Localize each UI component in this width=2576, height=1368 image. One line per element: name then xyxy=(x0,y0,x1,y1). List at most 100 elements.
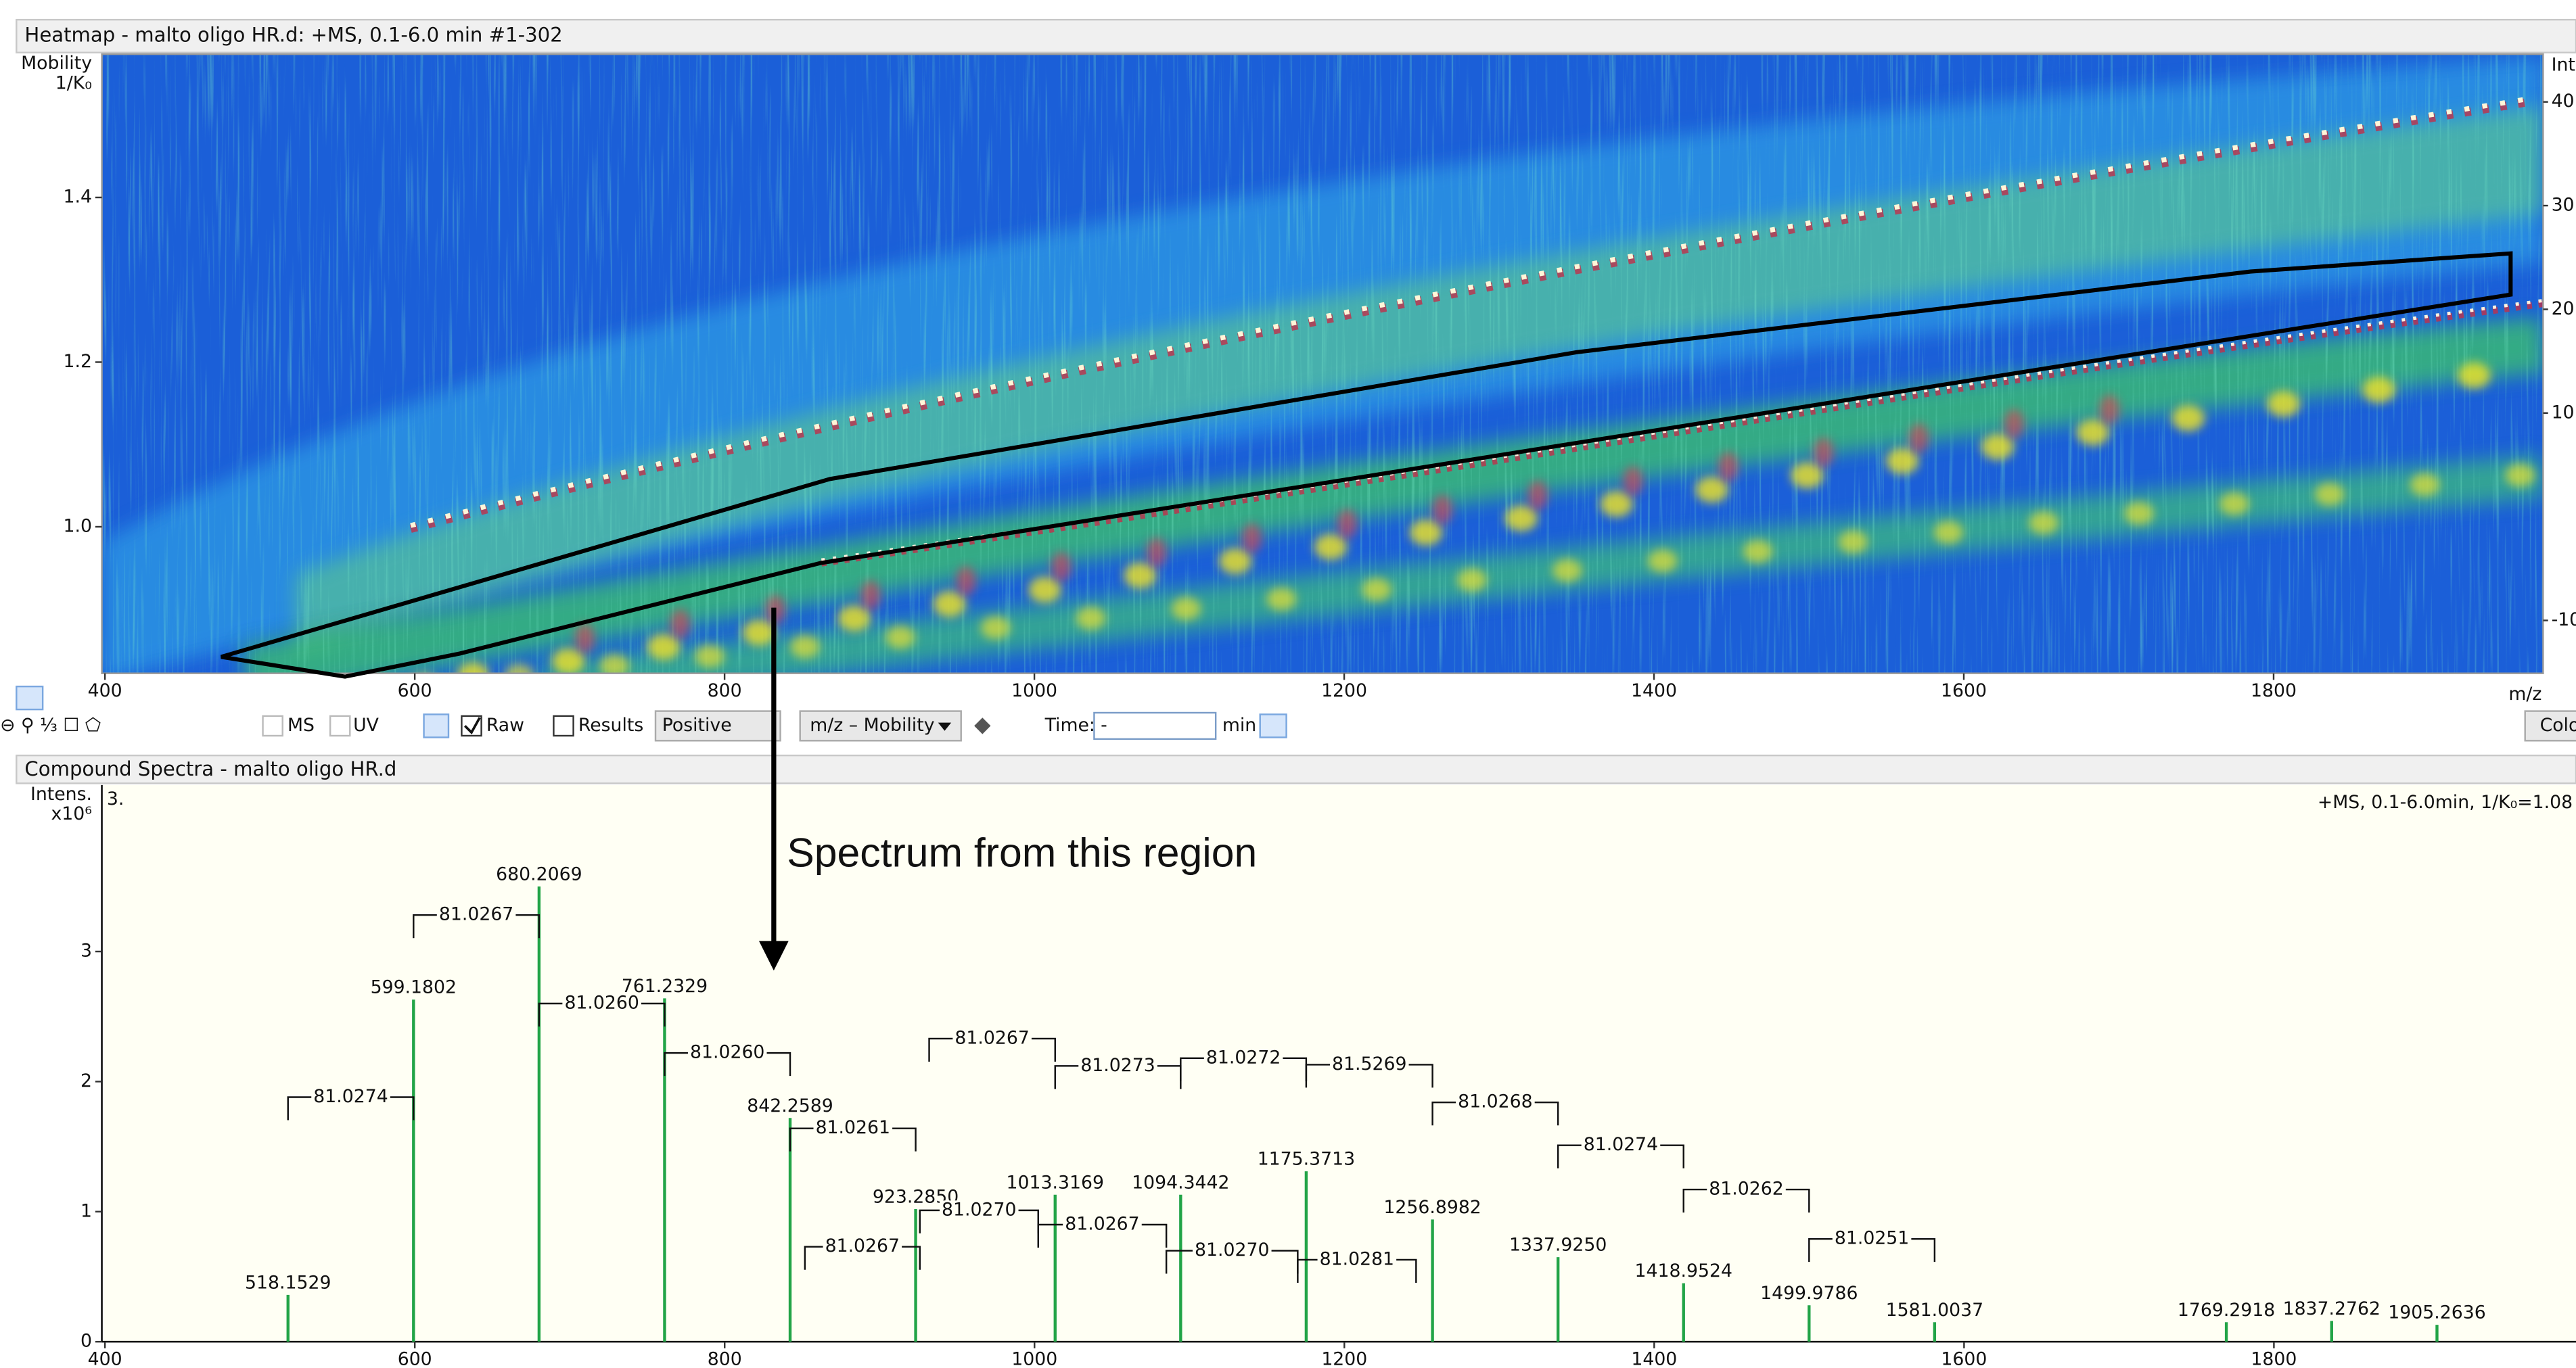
hotspot xyxy=(2458,362,2491,389)
x-tick-label: 1400 xyxy=(1631,680,1677,701)
hotspot xyxy=(1410,519,1443,546)
hotspot xyxy=(2029,511,2058,534)
mass-difference-label: 81.0267 xyxy=(825,1235,900,1256)
hotspot xyxy=(2410,473,2440,496)
peak-label: 599.1802 xyxy=(371,977,457,998)
checkbox[interactable] xyxy=(553,716,573,736)
x-tick-label: 1600 xyxy=(1941,680,1987,701)
hotspot xyxy=(1242,523,1262,553)
x-tick-label: 1000 xyxy=(1011,680,1057,701)
hotspot xyxy=(2172,405,2205,431)
x-tick-label: 1200 xyxy=(1321,680,1367,701)
select-value: m/z – Mobility xyxy=(810,715,934,736)
color-scale-tick-label: 10 xyxy=(2552,402,2575,423)
color-scale-tick-label: 20 xyxy=(2552,298,2575,319)
compound-label: 3. xyxy=(107,788,124,809)
peak-label: 1256.8982 xyxy=(1383,1197,1481,1218)
mass-difference-label: 81.0267 xyxy=(439,904,513,925)
hotspot xyxy=(1362,578,1392,601)
page: Heatmap - malto oligo HR.d: +MS, 0.1-6.0… xyxy=(0,0,2576,1368)
hotspot xyxy=(1933,521,1963,544)
button-label: Colo xyxy=(2540,715,2576,736)
mass-difference-label: 81.0268 xyxy=(1458,1091,1532,1112)
mass-difference-label: 81.0281 xyxy=(1320,1248,1394,1269)
peak-label: 680.2069 xyxy=(496,864,582,885)
x-tick-label: 400 xyxy=(88,1348,122,1368)
hotspot xyxy=(2220,492,2249,515)
hotspot xyxy=(1981,433,2015,460)
hotspot xyxy=(1909,423,1929,453)
checkbox-label: UV xyxy=(353,715,380,736)
hotspot xyxy=(1505,505,1538,532)
x-tick-label: 1800 xyxy=(2251,1348,2297,1368)
x-tick-label: 1800 xyxy=(2251,680,2297,701)
color-scale-tick-label: 40 xyxy=(2552,91,2575,112)
tool-icon[interactable]: ⇕ ⇔ ⊖ ⚲ ⅓ ☐ ⬠ xyxy=(0,715,101,736)
mass-difference-label: 81.0260 xyxy=(564,993,639,1014)
color-scale-tick-label: -10 xyxy=(2552,609,2576,630)
hotspot xyxy=(2124,502,2154,525)
hotspot xyxy=(1718,452,1738,481)
checkbox[interactable] xyxy=(330,716,350,736)
hotspot xyxy=(2362,377,2395,403)
x-tick-label: 1000 xyxy=(1011,1348,1057,1368)
x-tick-label: 600 xyxy=(398,1348,432,1368)
hotspot xyxy=(1528,481,1548,511)
x-tick-label: 400 xyxy=(88,680,122,701)
y-tick-label: 1.2 xyxy=(64,351,92,372)
x-tick-label: 800 xyxy=(708,1348,742,1368)
hotspot xyxy=(1648,550,1678,573)
hotspot xyxy=(743,619,776,646)
spectrum-info: +MS, 0.1-6.0min, 1/K₀=1.08 xyxy=(2318,792,2573,813)
hotspot xyxy=(2077,419,2110,446)
y-axis-unit: 1/K₀ xyxy=(55,72,92,93)
time-label: Time: xyxy=(1044,715,1095,736)
hotspot xyxy=(1791,463,1824,489)
x-axis-label: m/z xyxy=(2508,684,2542,705)
mass-difference-label: 81.0267 xyxy=(954,1027,1029,1048)
hotspot xyxy=(1600,491,1633,517)
hotspot xyxy=(695,644,724,667)
hotspot xyxy=(1266,588,1296,611)
color-scale-tick-label: 30 xyxy=(2552,195,2575,216)
hotspot xyxy=(552,648,585,674)
peak-label: 1337.9250 xyxy=(1509,1235,1607,1256)
time-input[interactable] xyxy=(1094,713,1216,739)
hotspot xyxy=(2004,409,2024,439)
hotspot xyxy=(1076,607,1106,630)
peak-label: 1905.2636 xyxy=(2388,1302,2485,1323)
checkbox[interactable] xyxy=(263,716,283,736)
mass-difference-label: 81.0274 xyxy=(1584,1134,1658,1155)
hotspot xyxy=(1886,448,1919,475)
annotation: Spectrum from this region xyxy=(787,829,1257,875)
select-value: Positive xyxy=(662,715,732,736)
peak-label: 1418.9524 xyxy=(1635,1260,1732,1281)
y-tick-label: 2 xyxy=(80,1070,92,1091)
tool-icon[interactable] xyxy=(16,686,43,709)
peak-label: 1013.3169 xyxy=(1007,1172,1104,1193)
hotspot xyxy=(2315,483,2345,506)
log-button[interactable] xyxy=(424,714,448,737)
hotspot xyxy=(1314,534,1348,560)
y-tick-label: 1.0 xyxy=(64,515,92,536)
y-tick-label: 0 xyxy=(80,1331,92,1352)
x-tick-label: 1600 xyxy=(1941,1348,1987,1368)
hotspot xyxy=(1623,466,1642,496)
hotspot xyxy=(1028,577,1061,603)
x-tick-label: 800 xyxy=(708,680,742,701)
hotspot xyxy=(1457,569,1487,592)
hotspot xyxy=(1172,597,1201,620)
hotspot xyxy=(1839,530,1868,553)
hotspot xyxy=(2100,395,2119,425)
x-tick-label: 1400 xyxy=(1631,1348,1677,1368)
hotspot xyxy=(1124,563,1157,589)
mass-difference-label: 81.0260 xyxy=(690,1042,764,1063)
mass-difference-label: 81.0251 xyxy=(1835,1228,1909,1249)
heatmap-noise xyxy=(102,54,2544,674)
y-tick-label: 1.4 xyxy=(64,186,92,207)
hotspot xyxy=(1147,538,1166,567)
tool-icon[interactable] xyxy=(1260,714,1287,737)
hotspot xyxy=(1743,540,1773,563)
y-axis-scale: x10⁶ xyxy=(51,803,93,824)
checkbox-label: Results xyxy=(578,715,643,736)
